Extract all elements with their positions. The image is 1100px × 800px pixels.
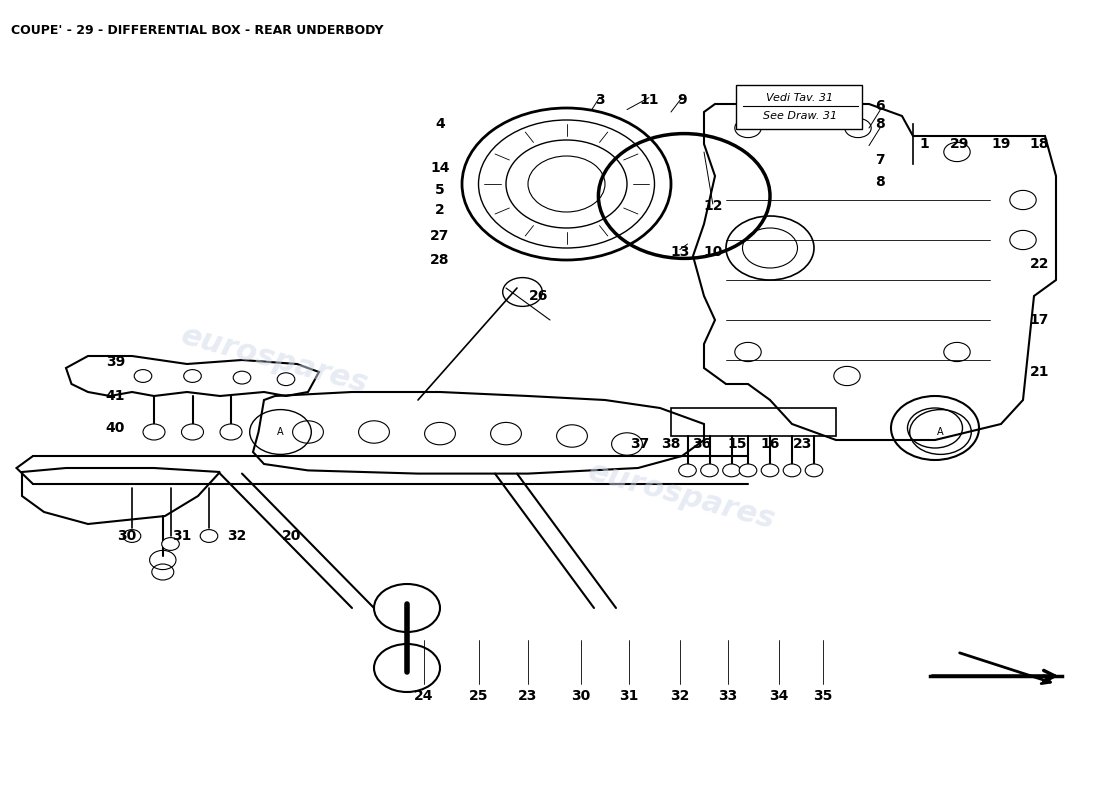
Text: 40: 40 xyxy=(106,421,125,435)
Text: 12: 12 xyxy=(703,199,723,214)
Circle shape xyxy=(701,464,718,477)
Circle shape xyxy=(805,464,823,477)
Text: 23: 23 xyxy=(793,437,813,451)
Text: 16: 16 xyxy=(760,437,780,451)
Circle shape xyxy=(182,424,204,440)
Text: 15: 15 xyxy=(727,437,747,451)
FancyBboxPatch shape xyxy=(736,85,862,129)
Text: 9: 9 xyxy=(678,93,686,107)
Text: 19: 19 xyxy=(991,137,1011,151)
Text: 8: 8 xyxy=(876,117,884,131)
Text: 13: 13 xyxy=(670,245,690,259)
Text: eurospares: eurospares xyxy=(178,321,372,399)
Text: 10: 10 xyxy=(703,245,723,259)
Circle shape xyxy=(783,464,801,477)
Text: 36: 36 xyxy=(692,437,712,451)
Text: 25: 25 xyxy=(469,689,488,703)
Text: 4: 4 xyxy=(436,117,444,131)
Circle shape xyxy=(200,530,218,542)
Text: 6: 6 xyxy=(876,98,884,113)
Text: 31: 31 xyxy=(172,529,191,543)
Text: 30: 30 xyxy=(571,689,591,703)
Text: 41: 41 xyxy=(106,389,125,403)
Text: 30: 30 xyxy=(117,529,136,543)
Circle shape xyxy=(761,464,779,477)
Text: 26: 26 xyxy=(529,289,549,303)
Text: 8: 8 xyxy=(876,175,884,190)
Circle shape xyxy=(143,424,165,440)
Text: Vedi Tav. 31: Vedi Tav. 31 xyxy=(766,93,834,102)
Text: 31: 31 xyxy=(619,689,639,703)
Text: 21: 21 xyxy=(1030,365,1049,379)
Text: A: A xyxy=(937,427,944,437)
Text: COUPE' - 29 - DIFFERENTIAL BOX - REAR UNDERBODY: COUPE' - 29 - DIFFERENTIAL BOX - REAR UN… xyxy=(11,24,384,37)
Text: 33: 33 xyxy=(718,689,738,703)
Text: 7: 7 xyxy=(876,153,884,167)
Text: 14: 14 xyxy=(430,161,450,175)
Text: 37: 37 xyxy=(630,437,650,451)
Text: 32: 32 xyxy=(670,689,690,703)
Circle shape xyxy=(162,538,179,550)
Circle shape xyxy=(739,464,757,477)
Text: 1: 1 xyxy=(920,137,928,151)
Text: See Draw. 31: See Draw. 31 xyxy=(762,111,837,121)
Text: 32: 32 xyxy=(227,529,246,543)
Text: 34: 34 xyxy=(769,689,789,703)
Text: 3: 3 xyxy=(595,93,604,107)
Text: 18: 18 xyxy=(1030,137,1049,151)
Text: 35: 35 xyxy=(813,689,833,703)
Text: 27: 27 xyxy=(430,229,450,243)
Text: 22: 22 xyxy=(1030,257,1049,271)
Text: 23: 23 xyxy=(518,689,538,703)
Text: 24: 24 xyxy=(414,689,433,703)
Circle shape xyxy=(123,530,141,542)
Circle shape xyxy=(220,424,242,440)
Circle shape xyxy=(679,464,696,477)
Text: 11: 11 xyxy=(639,93,659,107)
Text: eurospares: eurospares xyxy=(585,457,779,535)
Text: 20: 20 xyxy=(282,529,301,543)
Text: 38: 38 xyxy=(661,437,681,451)
Text: 28: 28 xyxy=(430,253,450,267)
Circle shape xyxy=(723,464,740,477)
Text: A: A xyxy=(277,427,284,437)
Text: 29: 29 xyxy=(949,137,969,151)
Text: 2: 2 xyxy=(436,202,444,217)
Text: 17: 17 xyxy=(1030,313,1049,327)
Text: 39: 39 xyxy=(106,354,125,369)
Text: 5: 5 xyxy=(436,183,444,198)
